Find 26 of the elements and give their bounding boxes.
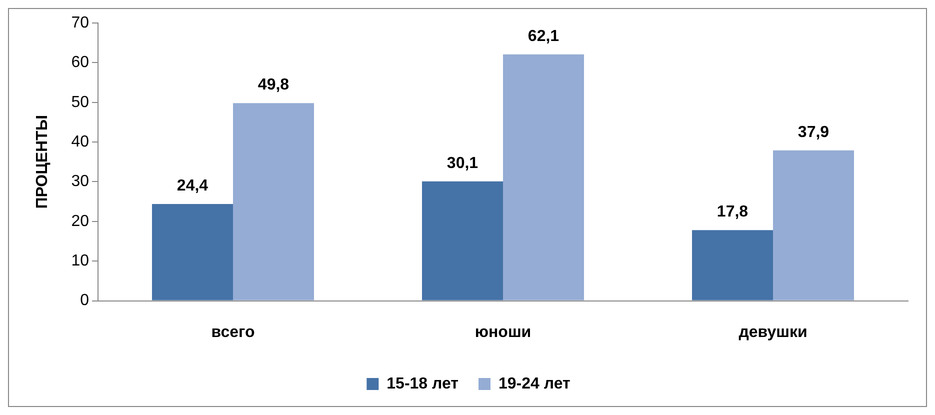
y-tick-label: 30 xyxy=(71,173,90,190)
data-label: 62,1 xyxy=(528,28,560,45)
data-label: 17,8 xyxy=(716,204,748,221)
y-tick-label: 50 xyxy=(71,94,90,111)
bar xyxy=(773,150,854,300)
x-tick-label: юноши xyxy=(474,324,532,341)
x-tick-label: девушки xyxy=(738,324,808,341)
data-label: 30,1 xyxy=(446,154,478,172)
bar xyxy=(233,103,314,300)
y-axis-title: ПРОЦЕНТЫ xyxy=(34,115,52,209)
y-tick-label: 10 xyxy=(71,252,90,270)
bar xyxy=(152,204,233,300)
bar xyxy=(503,54,584,300)
y-tick-label: 40 xyxy=(71,133,90,150)
bar xyxy=(422,181,503,300)
y-tick-label: 70 xyxy=(71,14,90,32)
data-label: 49,8 xyxy=(258,76,290,94)
x-tick-label: всего xyxy=(211,324,255,341)
y-tick-label: 60 xyxy=(71,54,90,72)
y-tick-label: 0 xyxy=(80,292,90,310)
data-label: 24,4 xyxy=(176,177,208,194)
legend-label: 15-18 лет xyxy=(386,375,459,392)
y-tick-label: 20 xyxy=(71,212,90,230)
legend-label: 19-24 лет xyxy=(498,375,571,392)
data-label: 37,9 xyxy=(798,124,830,141)
bar xyxy=(692,230,773,300)
